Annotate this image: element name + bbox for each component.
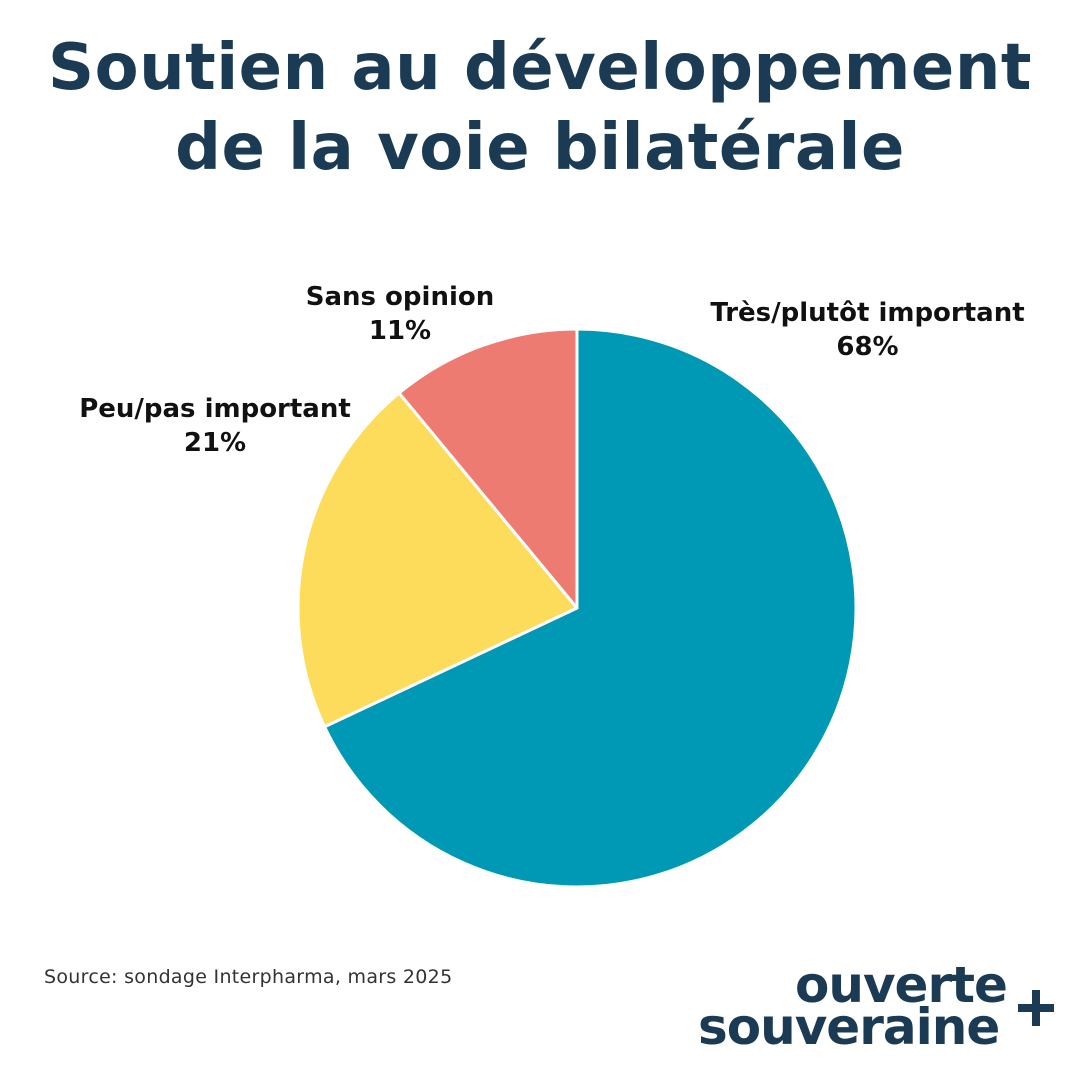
slice-label-text: Très/plutôt important (710, 298, 1025, 328)
slice-label-peu-pas-important: Peu/pas important 21% (60, 392, 370, 460)
plus-icon (1018, 990, 1054, 1026)
slice-label-value: 11% (368, 316, 432, 346)
slice-label-sans-opinion: Sans opinion 11% (285, 280, 515, 348)
slice-label-text: Peu/pas important (79, 394, 351, 424)
slice-label-text: Sans opinion (305, 282, 495, 312)
chart-title: Soutien au développement de la voie bila… (0, 28, 1080, 188)
pie-slice-tr-s-plut-t-important (323, 327, 858, 889)
logo-word-ouverte: ouverte (795, 956, 1008, 1014)
brand-logo: ouverte souveraine (698, 952, 1058, 1062)
chart-title-line-1: Soutien au développement (48, 31, 1032, 105)
pie-slice-sans-opinion (397, 327, 579, 610)
slice-label-value: 68% (836, 332, 899, 362)
slice-label-value: 21% (183, 428, 247, 458)
logo-word-souveraine: souveraine (698, 998, 1000, 1056)
chart-title-line-2: de la voie bilatérale (175, 111, 905, 185)
slice-label-tres-plutot-important: Très/plutôt important 68% (695, 296, 1040, 364)
source-note: Source: sondage Interpharma, mars 2025 (44, 966, 453, 988)
pie-slice-peu-pas-important (296, 391, 579, 729)
